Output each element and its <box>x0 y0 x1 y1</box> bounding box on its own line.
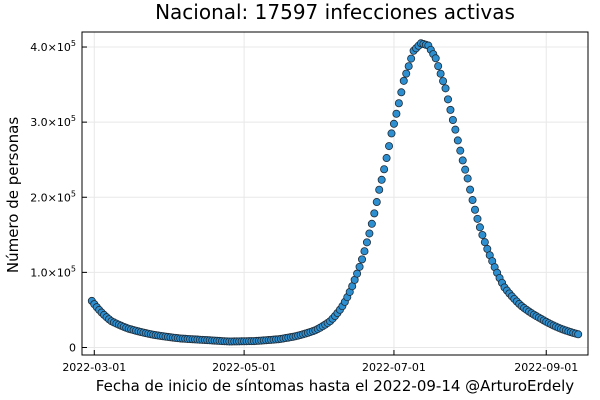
data-point <box>392 109 401 118</box>
data-point <box>461 165 470 174</box>
data-points <box>87 39 583 346</box>
data-point <box>478 230 487 239</box>
data-point <box>436 69 445 78</box>
data-point <box>358 255 367 264</box>
y-tick-label: 1.0×105 <box>30 264 76 279</box>
data-point <box>404 62 413 71</box>
y-axis-ticks: 0 1.0×105 2.0×105 3.0×105 4.0×105 <box>30 39 87 354</box>
data-point <box>365 229 374 238</box>
data-point <box>362 238 371 247</box>
y-tick-label: 4.0×105 <box>30 39 76 54</box>
data-point <box>355 262 364 271</box>
data-point <box>443 95 452 104</box>
data-point <box>453 136 462 145</box>
data-point <box>574 330 583 339</box>
y-tick-label: 0 <box>69 341 76 354</box>
data-point <box>446 105 455 114</box>
data-point <box>475 223 484 232</box>
data-point <box>434 62 443 71</box>
data-point <box>375 185 384 194</box>
data-point <box>382 154 391 163</box>
x-tick-label: 2022-05-01 <box>212 361 276 374</box>
data-point <box>468 196 477 205</box>
x-tick-label: 2022-09-01 <box>514 361 578 374</box>
x-tick-label: 2022-07-01 <box>362 361 426 374</box>
y-tick-label: 3.0×105 <box>30 114 76 129</box>
data-point <box>451 125 460 134</box>
data-point <box>439 77 448 86</box>
data-point <box>441 84 450 93</box>
x-tick-label: 2022-03-01 <box>62 361 126 374</box>
data-point <box>385 142 394 151</box>
x-axis-ticks: 2022-03-01 2022-05-01 2022-07-01 2022-09-01 <box>62 350 578 374</box>
chart-title: Nacional: 17597 infecciones activas <box>155 0 515 24</box>
data-point <box>448 115 457 124</box>
data-point <box>353 269 362 278</box>
data-point <box>372 198 381 207</box>
y-tick-label: 2.0×105 <box>30 189 76 204</box>
plot-frame <box>81 31 589 356</box>
data-point <box>402 69 411 78</box>
data-point <box>458 156 467 165</box>
data-point <box>367 219 376 228</box>
x-axis-label: Fecha de inicio de síntomas hasta el 202… <box>96 377 575 395</box>
data-point <box>480 238 489 247</box>
data-point <box>380 165 389 174</box>
data-point <box>456 146 465 155</box>
data-point <box>407 54 416 63</box>
data-point <box>399 76 408 85</box>
grid <box>82 32 588 355</box>
data-point <box>387 129 396 138</box>
data-point <box>473 214 482 223</box>
y-axis-label: Número de personas <box>4 117 22 273</box>
data-point <box>466 185 475 194</box>
data-point <box>471 205 480 214</box>
data-point <box>377 175 386 184</box>
data-point <box>370 209 379 218</box>
data-point <box>394 99 403 108</box>
data-point <box>431 54 440 63</box>
data-point <box>463 174 472 183</box>
data-point <box>397 88 406 97</box>
data-point <box>389 119 398 128</box>
data-point <box>360 247 369 256</box>
